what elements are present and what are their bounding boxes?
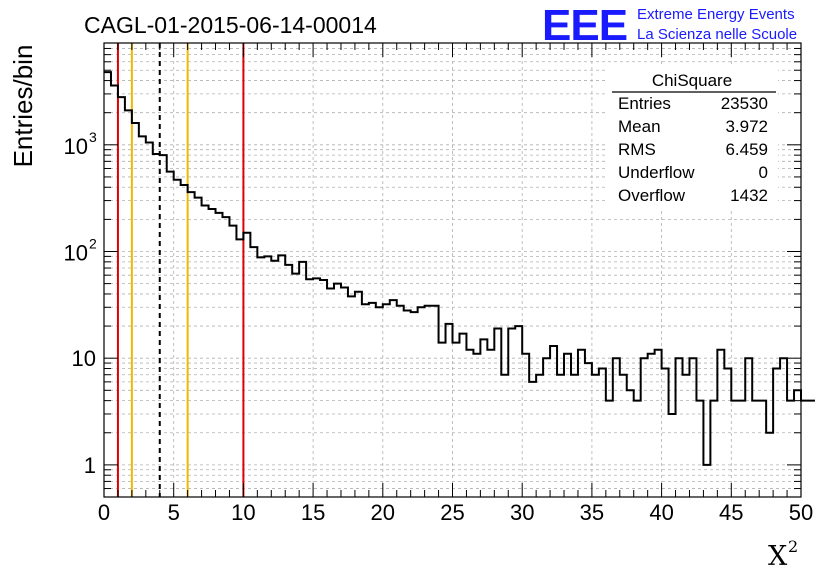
stats-box-background xyxy=(606,66,778,210)
stats-box: ChiSquare Entries 23530 Mean 3.972 RMS 6.459 U… xyxy=(606,66,778,210)
x-tick-label: 10 xyxy=(231,500,255,525)
stats-row-label: Mean xyxy=(618,117,661,136)
y-tick-label: 1 xyxy=(84,453,96,478)
logo-line2: La Scienza nelle Scuole xyxy=(637,26,797,43)
y-axis-label: Entries/bin xyxy=(8,45,38,168)
chart-title: CAGL-01-2015-06-14-00014 xyxy=(84,12,377,38)
stats-row-value: 1432 xyxy=(730,186,768,205)
logo-text: EEE xyxy=(542,1,627,50)
x-axis-label: X 2 xyxy=(768,537,798,572)
y-tick-exponent: 2 xyxy=(89,236,97,252)
stats-row-label: RMS xyxy=(618,140,656,159)
stats-row-label: Underflow xyxy=(618,163,695,182)
x-tick-label: 30 xyxy=(510,500,534,525)
histogram-series xyxy=(104,71,815,466)
stats-row-label: Entries xyxy=(618,94,671,113)
histogram-line xyxy=(104,71,815,466)
x-tick-label: 5 xyxy=(168,500,180,525)
eee-logo: EEE Extreme Energy Events La Scienza nel… xyxy=(542,1,797,50)
x-tick-label: 25 xyxy=(440,500,464,525)
grid-lines xyxy=(104,43,801,497)
stats-row-value: 6.459 xyxy=(725,140,768,159)
x-tick-label: 45 xyxy=(719,500,743,525)
stats-row-value: 3.972 xyxy=(725,117,768,136)
stats-row-label: Overflow xyxy=(618,186,686,205)
x-tick-label: 35 xyxy=(580,500,604,525)
axis-ticks xyxy=(103,43,802,497)
stats-row-value: 23530 xyxy=(721,94,768,113)
y-tick-label: 10 xyxy=(72,346,96,371)
y-tick-label: 10 xyxy=(64,134,88,159)
x-tick-label: 50 xyxy=(789,500,813,525)
x-tick-label: 0 xyxy=(98,500,110,525)
x-tick-label: 20 xyxy=(371,500,395,525)
logo-line1: Extreme Energy Events xyxy=(637,6,795,23)
stats-title: ChiSquare xyxy=(652,71,732,90)
x-tick-labels: 0 5 10 15 20 25 30 35 40 45 50 xyxy=(98,500,813,525)
x-tick-label: 40 xyxy=(649,500,673,525)
x-axis-label-base: X xyxy=(768,541,788,572)
threshold-lines xyxy=(116,43,245,497)
stats-row-value: 0 xyxy=(759,163,768,182)
y-tick-exponent: 3 xyxy=(89,129,97,145)
y-tick-label: 10 xyxy=(64,241,88,266)
x-tick-label: 15 xyxy=(301,500,325,525)
stats-rows: Entries 23530 Mean 3.972 RMS 6.459 Underflow 0 O… xyxy=(618,94,768,205)
x-axis-label-sup: 2 xyxy=(788,537,798,556)
